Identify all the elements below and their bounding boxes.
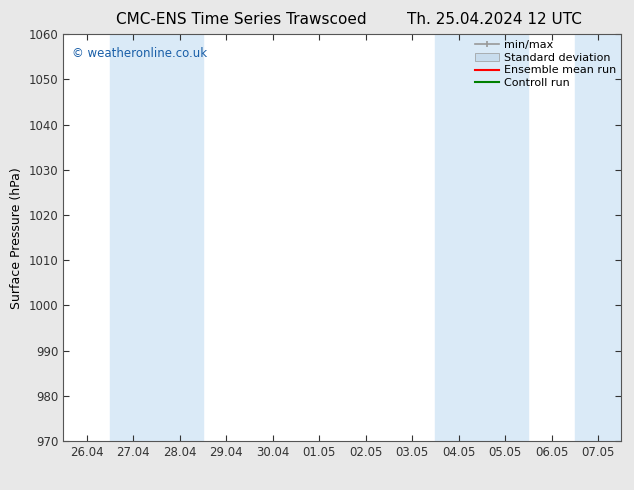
- Bar: [436, 34, 528, 441]
- Bar: [110, 34, 203, 441]
- Text: CMC-ENS Time Series Trawscoed: CMC-ENS Time Series Trawscoed: [115, 12, 366, 27]
- Legend: min/max, Standard deviation, Ensemble mean run, Controll run: min/max, Standard deviation, Ensemble me…: [472, 38, 618, 91]
- Y-axis label: Surface Pressure (hPa): Surface Pressure (hPa): [10, 167, 23, 309]
- Text: © weatheronline.co.uk: © weatheronline.co.uk: [72, 47, 207, 59]
- Bar: [575, 34, 621, 441]
- Text: Th. 25.04.2024 12 UTC: Th. 25.04.2024 12 UTC: [407, 12, 582, 27]
